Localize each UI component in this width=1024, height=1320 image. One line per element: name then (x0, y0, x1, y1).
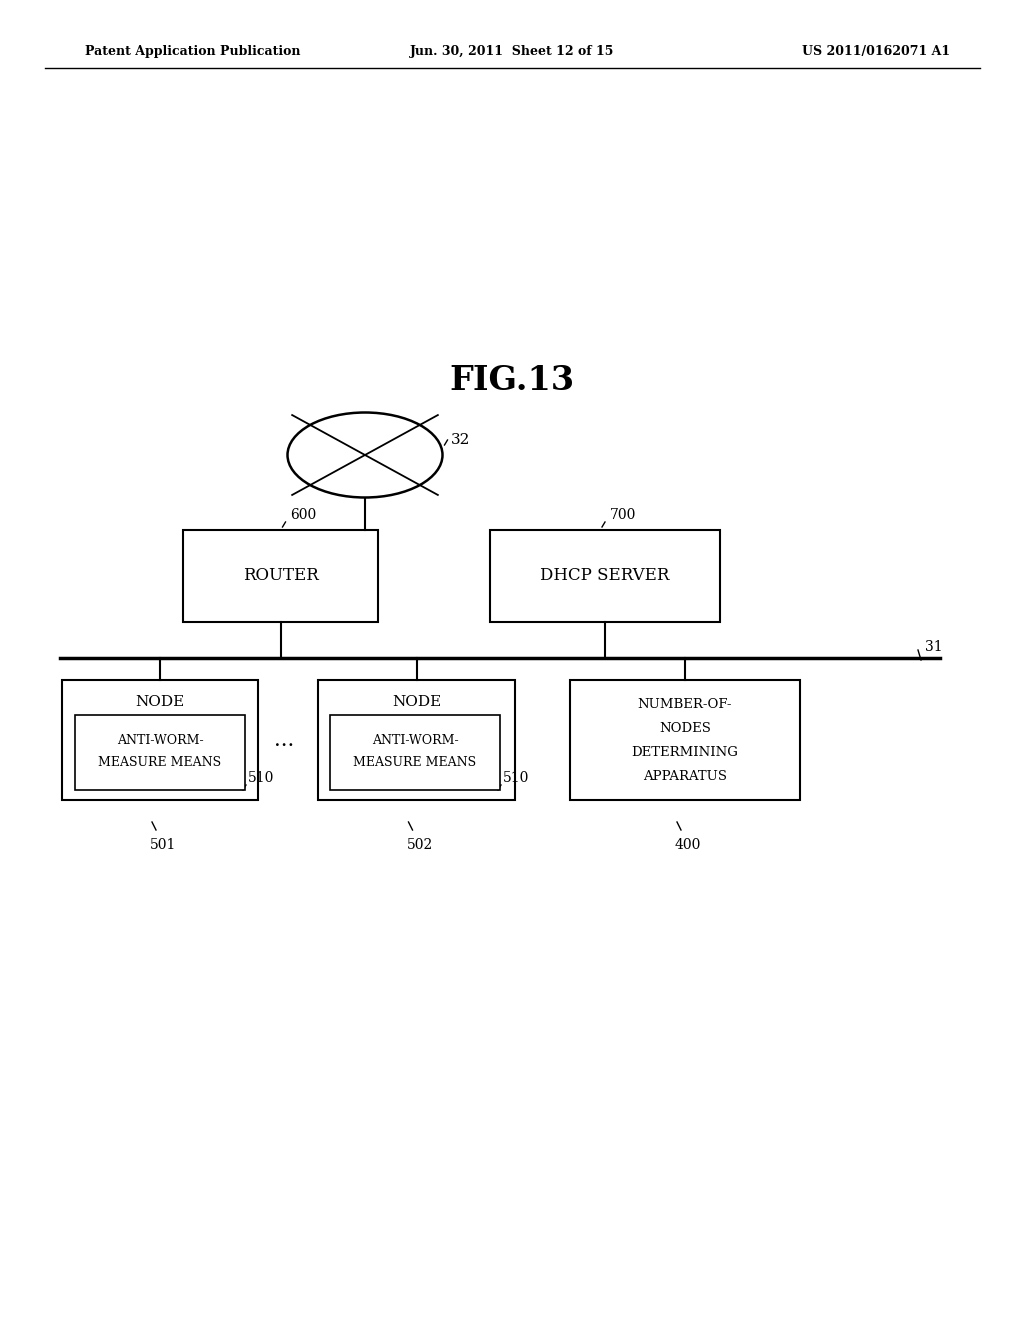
Text: 501: 501 (150, 838, 176, 851)
Bar (75, 715, 245, 789)
Text: 400: 400 (675, 838, 701, 851)
Text: APPARATUS: APPARATUS (643, 770, 727, 783)
Text: NODE: NODE (392, 696, 441, 709)
Text: NODE: NODE (135, 696, 184, 709)
Text: 32: 32 (451, 433, 470, 447)
Text: 510: 510 (248, 771, 274, 785)
Text: ANTI-WORM-: ANTI-WORM- (117, 734, 204, 747)
Ellipse shape (288, 412, 442, 498)
Text: NODES: NODES (659, 722, 711, 734)
Text: 31: 31 (925, 640, 943, 653)
Bar (318, 680, 515, 800)
Text: MEASURE MEANS: MEASURE MEANS (353, 756, 476, 770)
Text: FIG.13: FIG.13 (450, 363, 574, 396)
Text: ...: ... (273, 730, 294, 750)
Text: Jun. 30, 2011  Sheet 12 of 15: Jun. 30, 2011 Sheet 12 of 15 (410, 45, 614, 58)
Bar (330, 715, 500, 789)
Text: DETERMINING: DETERMINING (632, 746, 738, 759)
Text: ROUTER: ROUTER (243, 568, 318, 585)
Text: 502: 502 (407, 838, 432, 851)
Bar (570, 680, 800, 800)
Text: Patent Application Publication: Patent Application Publication (85, 45, 300, 58)
Bar (62, 680, 258, 800)
Text: DHCP SERVER: DHCP SERVER (541, 568, 670, 585)
Text: ANTI-WORM-: ANTI-WORM- (372, 734, 459, 747)
Bar (183, 531, 378, 622)
Bar (490, 531, 720, 622)
Text: 600: 600 (291, 508, 316, 521)
Text: 510: 510 (503, 771, 529, 785)
Text: MEASURE MEANS: MEASURE MEANS (98, 756, 221, 770)
Text: 700: 700 (610, 508, 636, 521)
Text: US 2011/0162071 A1: US 2011/0162071 A1 (802, 45, 950, 58)
Text: NUMBER-OF-: NUMBER-OF- (638, 697, 732, 710)
